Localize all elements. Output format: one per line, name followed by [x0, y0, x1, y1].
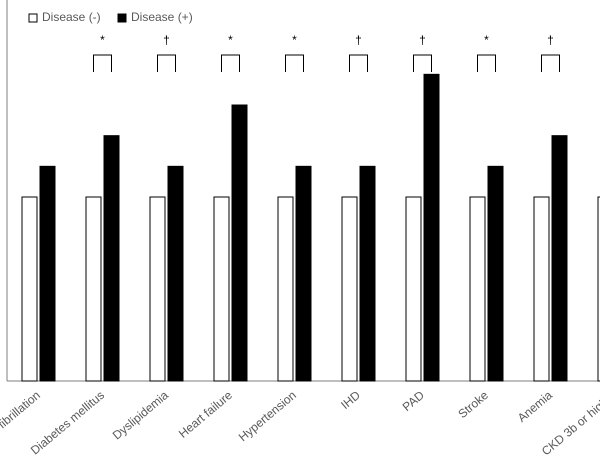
bar — [213, 196, 230, 382]
legend-label: Disease (-) — [42, 10, 101, 24]
significance-bracket — [477, 54, 496, 72]
significance-bracket — [93, 54, 112, 72]
bar — [487, 165, 504, 382]
x-tick-label: Stroke — [455, 388, 491, 421]
x-tick-label: Anemia — [515, 388, 555, 425]
significance-bracket — [413, 54, 432, 72]
significance-bracket — [157, 54, 176, 72]
significance-bracket — [349, 54, 368, 72]
bar — [149, 196, 166, 382]
bar — [277, 196, 294, 382]
bar — [341, 196, 358, 382]
significance-bracket — [541, 54, 560, 72]
bar — [39, 165, 56, 382]
bar — [103, 135, 120, 382]
x-tick-label: Dyslipidemia — [110, 388, 171, 443]
significance-bracket — [285, 54, 304, 72]
significance-bracket — [221, 54, 240, 72]
bar — [85, 196, 102, 382]
significance-mark: † — [163, 33, 170, 47]
bar — [533, 196, 550, 382]
significance-mark: * — [228, 33, 233, 47]
legend-swatch — [28, 13, 38, 23]
significance-mark: * — [484, 33, 489, 47]
bar — [167, 165, 184, 382]
x-tick-label: Hypertension — [236, 388, 299, 444]
significance-mark: † — [547, 33, 554, 47]
bar — [597, 196, 600, 382]
legend-swatch — [117, 13, 127, 23]
x-tick-label: IHD — [338, 388, 363, 412]
bar — [469, 196, 486, 382]
bar — [405, 196, 422, 382]
significance-mark: † — [419, 33, 426, 47]
significance-mark: * — [100, 33, 105, 47]
bar — [21, 196, 38, 382]
significance-mark: * — [292, 33, 297, 47]
x-tick-label: PAD — [400, 388, 427, 414]
legend-label: Disease (+) — [131, 10, 193, 24]
bar — [295, 165, 312, 382]
bar — [359, 165, 376, 382]
x-tick-label: Heart failure — [176, 388, 235, 441]
bar — [551, 135, 568, 382]
bar — [423, 73, 440, 382]
significance-mark: † — [355, 33, 362, 47]
bar — [231, 104, 248, 382]
